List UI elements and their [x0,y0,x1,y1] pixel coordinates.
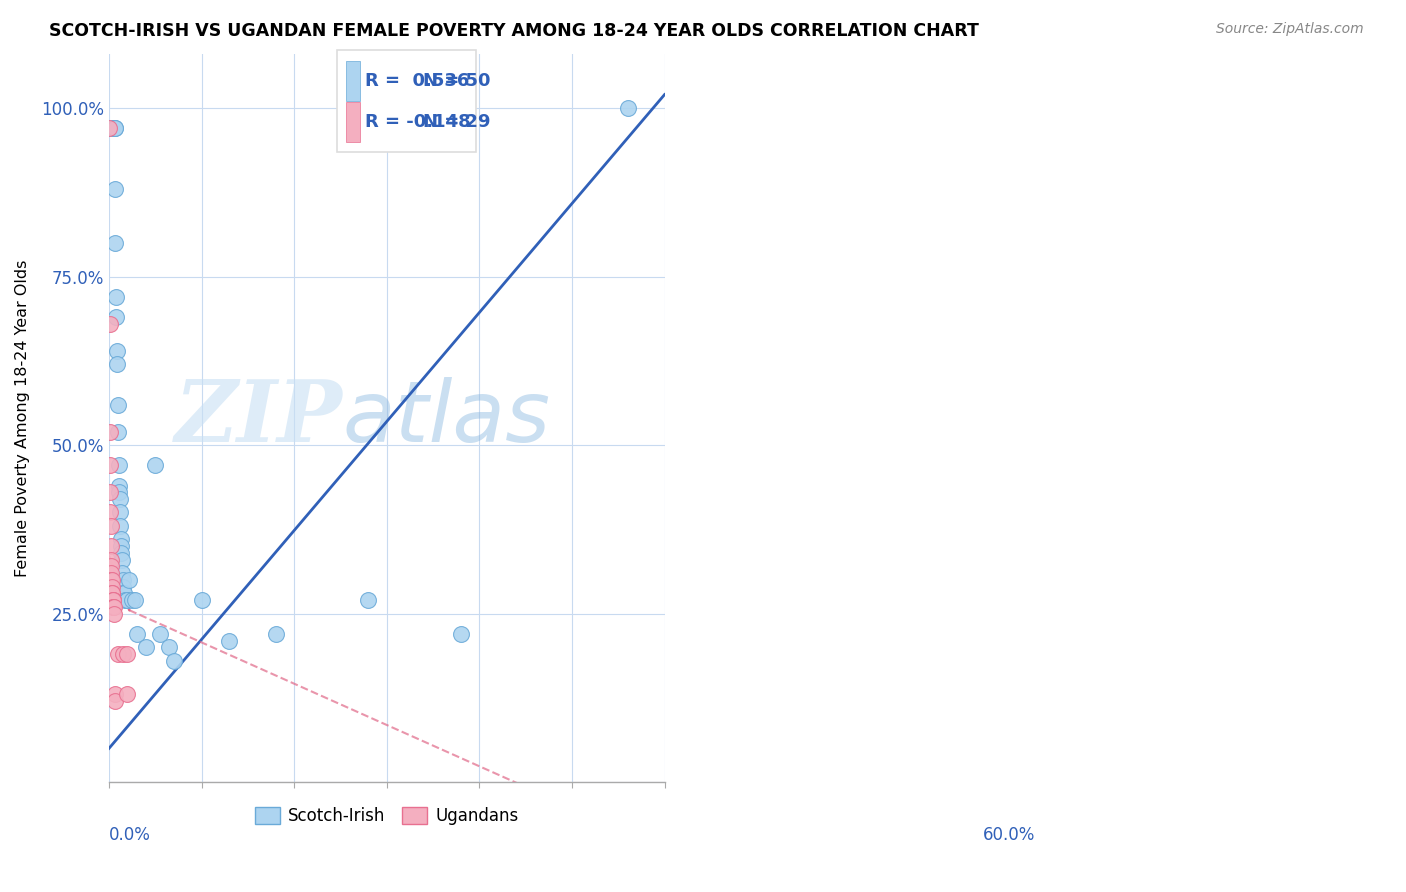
Point [100,586,122,600]
Point [101,593,124,607]
Point [124,593,146,607]
Point [98,485,121,500]
Point [114,593,136,607]
Point [98,121,121,136]
Point [108,478,131,492]
Point [616,101,638,115]
Point [143,458,166,473]
Point [111,573,134,587]
Text: atlas: atlas [342,376,550,459]
Point [98,506,121,520]
Point [100,539,122,553]
Point [264,627,287,641]
Point [100,573,122,587]
Text: R = -0.148: R = -0.148 [364,113,470,131]
Point [100,566,122,581]
Point [100,559,122,574]
Point [111,580,134,594]
Point [135,640,157,655]
Point [108,491,131,506]
Point [450,627,472,641]
Point [101,593,124,607]
Point [218,633,240,648]
Point [115,593,138,607]
Point [98,425,121,439]
Text: SCOTCH-IRISH VS UGANDAN FEMALE POVERTY AMONG 18-24 YEAR OLDS CORRELATION CHART: SCOTCH-IRISH VS UGANDAN FEMALE POVERTY A… [49,22,979,40]
Text: N = 50: N = 50 [423,71,491,89]
Point [107,647,129,661]
Point [110,546,132,560]
Point [125,627,148,641]
Point [118,573,141,587]
Point [103,599,125,614]
Point [111,566,134,581]
Point [103,121,125,136]
Point [100,519,122,533]
Point [100,580,122,594]
Point [111,586,134,600]
Point [105,357,128,371]
Point [108,485,131,500]
Point [108,506,131,520]
Point [100,573,122,587]
Point [190,593,212,607]
Point [104,694,127,708]
Point [98,317,121,331]
Point [103,121,125,136]
Point [103,121,125,136]
Text: Source: ZipAtlas.com: Source: ZipAtlas.com [1216,22,1364,37]
Point [107,398,129,412]
Point [110,539,132,553]
Point [111,552,134,566]
Point [117,593,139,607]
Point [107,425,129,439]
Point [103,688,125,702]
Point [357,593,380,607]
Point [98,121,121,136]
Point [105,343,128,358]
Point [98,458,121,473]
Point [108,458,131,473]
FancyBboxPatch shape [346,103,360,143]
Point [101,593,124,607]
Point [157,640,180,655]
Text: R =  0.536: R = 0.536 [364,71,470,89]
Point [100,586,122,600]
Text: ZIP: ZIP [174,376,342,460]
Point [121,593,143,607]
Point [105,290,128,304]
Y-axis label: Female Poverty Among 18-24 Year Olds: Female Poverty Among 18-24 Year Olds [15,260,30,577]
Point [149,627,172,641]
Text: N = 29: N = 29 [423,113,491,131]
Point [163,654,186,668]
Point [100,121,122,136]
Legend: Scotch-Irish, Ugandans: Scotch-Irish, Ugandans [247,800,526,832]
Point [100,552,122,566]
Point [101,599,124,614]
Point [104,182,127,196]
Point [117,688,139,702]
Point [112,586,135,600]
FancyBboxPatch shape [337,51,475,153]
Point [101,599,124,614]
Point [111,647,134,661]
Point [105,310,128,324]
FancyBboxPatch shape [346,61,360,101]
Text: 0.0%: 0.0% [110,826,150,844]
Point [104,235,127,250]
Text: 60.0%: 60.0% [983,826,1035,844]
Point [108,519,131,533]
Point [117,647,139,661]
Point [110,533,132,547]
Point [103,607,125,621]
